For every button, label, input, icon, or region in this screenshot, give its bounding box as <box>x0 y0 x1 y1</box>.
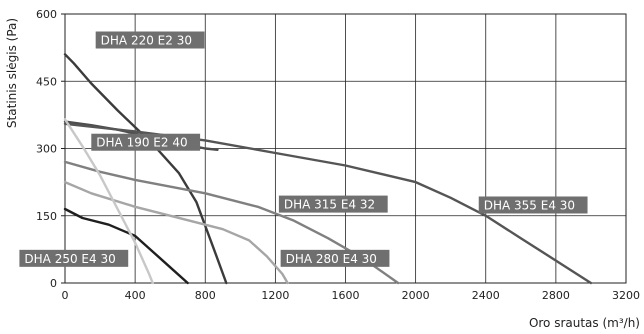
y-tick-label: 150 <box>36 210 57 223</box>
x-tick-label: 3200 <box>612 289 640 302</box>
series-label-background <box>278 195 388 213</box>
series-label-tag: DHA 220 E2 30 <box>95 31 205 49</box>
series-label-text: DHA 355 E4 30 <box>484 198 575 212</box>
series-label-background <box>91 133 201 151</box>
x-tick-label: 2400 <box>472 289 500 302</box>
x-tick-label: 1200 <box>261 289 289 302</box>
series-label-text: DHA 315 E4 32 <box>284 198 375 212</box>
series-label-text: DHA 190 E2 40 <box>96 136 187 150</box>
x-tick-label: 800 <box>195 289 216 302</box>
series-label-background <box>19 249 129 267</box>
x-tick-label: 400 <box>125 289 146 302</box>
series-label-background <box>280 249 390 267</box>
series-line-dha-250-e4-30 <box>63 207 189 285</box>
series-label-tag: DHA 190 E2 40 <box>91 133 201 151</box>
y-axis-title: Statinis slėgis (Pa) <box>5 18 19 128</box>
y-tick-label: 600 <box>36 8 57 21</box>
series-label-text: DHA 220 E2 30 <box>101 34 192 48</box>
x-tick-label: 2800 <box>542 289 570 302</box>
series-label-text: DHA 250 E4 30 <box>24 252 115 266</box>
series-label-tag: DHA 280 E4 30 <box>280 249 390 267</box>
grid <box>64 13 627 284</box>
y-tick-label: 450 <box>36 75 57 88</box>
y-tick-label: 0 <box>50 277 57 290</box>
series-line-series-7 <box>63 118 154 285</box>
x-tick-label: 0 <box>62 289 69 302</box>
x-axis-title: Oro srautas (m³/h) <box>529 316 640 330</box>
x-tick-label: 2000 <box>402 289 430 302</box>
series-label-text: DHA 280 E4 30 <box>286 252 377 266</box>
series-label-tag: DHA 355 E4 30 <box>478 196 588 214</box>
series-layer <box>63 53 593 285</box>
series-label-background <box>478 196 588 214</box>
x-tick-label: 1600 <box>332 289 360 302</box>
series-label-tag: DHA 250 E4 30 <box>19 249 129 267</box>
series-line-dha-280-e4-30 <box>63 180 289 285</box>
series-label-tag: DHA 315 E4 32 <box>278 195 388 213</box>
series-label-background <box>95 31 205 49</box>
series-labels: DHA 220 E2 30 DHA 190 E2 40 DHA 315 E4 32 D… <box>19 31 588 267</box>
ticks: 0 400 800 1200 1600 2000 2400 2800 3200 0 150 300 45… <box>36 8 640 302</box>
y-tick-label: 300 <box>36 143 57 156</box>
